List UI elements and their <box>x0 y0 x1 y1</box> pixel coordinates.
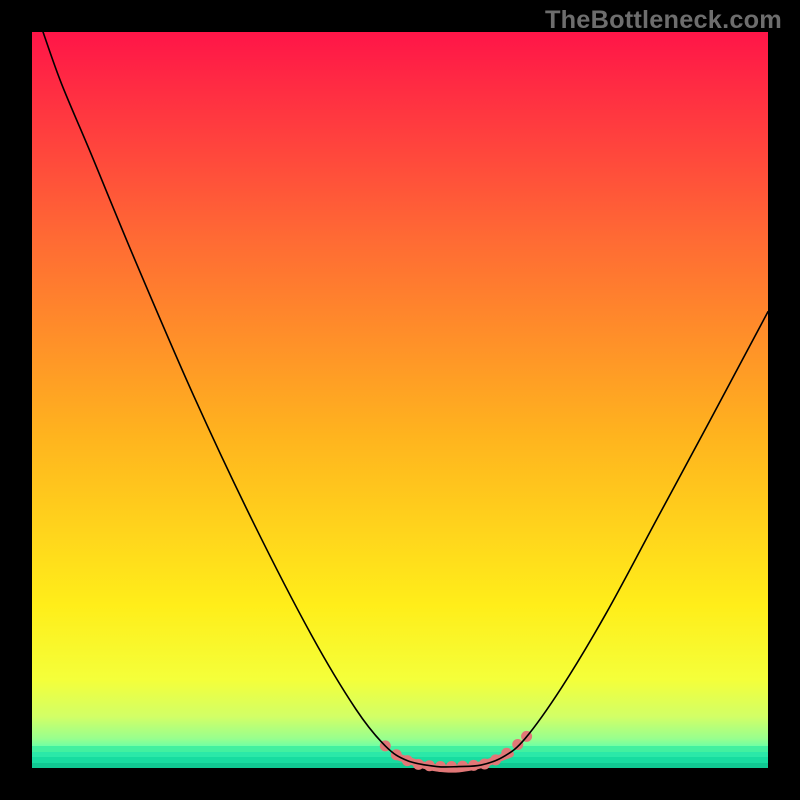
chart-root: TheBottleneck.com <box>0 0 800 800</box>
chart-bottom-stripes <box>32 746 768 768</box>
chart-bottom-stripe <box>32 763 768 769</box>
chart-background-gradient <box>32 32 768 768</box>
watermark-text: TheBottleneck.com <box>545 6 782 35</box>
